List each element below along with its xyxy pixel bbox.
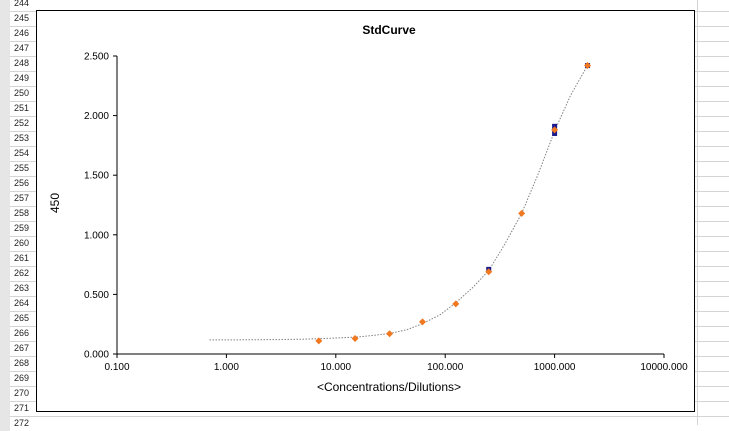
row-number: 256 (14, 178, 30, 188)
standard-point (584, 62, 592, 70)
row-header-bar[interactable] (0, 236, 10, 251)
row-header-bar[interactable] (0, 71, 10, 86)
chart-title: StdCurve (362, 23, 416, 37)
row-number: 245 (14, 13, 30, 23)
row-header-bar[interactable] (0, 86, 10, 101)
row-number: 251 (14, 103, 30, 113)
row-number: 249 (14, 73, 30, 83)
standard-point (351, 335, 359, 343)
row-number: 271 (14, 403, 30, 413)
row-header-bar[interactable] (0, 356, 10, 371)
x-tick-label: 1000.000 (534, 362, 576, 373)
row-header-bar[interactable] (0, 251, 10, 266)
x-tick-label: 1.000 (214, 362, 239, 373)
row-number: 265 (14, 313, 30, 323)
row-header-bar[interactable] (0, 206, 10, 221)
row-number: 259 (14, 223, 30, 233)
row-number: 250 (14, 88, 30, 98)
row-header-bar[interactable] (0, 0, 10, 11)
row-header-bar[interactable] (0, 11, 10, 26)
row-header-bar[interactable] (0, 41, 10, 56)
y-tick-label: 1.000 (84, 230, 109, 241)
row-header-bar[interactable] (0, 341, 10, 356)
row-number: 258 (14, 208, 30, 218)
row-header-bar[interactable] (0, 221, 10, 236)
x-tick-label: 10000.000 (640, 362, 688, 373)
row-number: 252 (14, 118, 30, 128)
row-header-bar[interactable] (0, 401, 10, 416)
row-header-bar[interactable] (0, 101, 10, 116)
row-header-bar[interactable] (0, 176, 10, 191)
row-header-bar[interactable] (0, 281, 10, 296)
chart-area[interactable]: StdCurve 450 <Concentrations/Dilutions> … (36, 10, 695, 412)
row-header-bar[interactable] (0, 131, 10, 146)
row-number: 266 (14, 328, 30, 338)
y-tick-label: 2.500 (84, 52, 109, 63)
standard-point (315, 337, 323, 345)
row-number: 264 (14, 298, 30, 308)
row-header-bar[interactable] (0, 311, 10, 326)
row-number: 246 (14, 28, 30, 38)
row-number: 254 (14, 148, 30, 158)
row-header-bar[interactable] (0, 56, 10, 71)
row-number: 263 (14, 283, 30, 293)
row-number: 268 (14, 358, 30, 368)
y-tick-label: 2.000 (84, 111, 109, 122)
axes: 0.000 0.500 1.000 1.500 2.000 2.500 0.100 1.000… (84, 52, 688, 374)
standard-point (485, 268, 493, 276)
row-header-bar[interactable] (0, 116, 10, 131)
x-tick-label: 0.100 (104, 362, 129, 373)
row-number: 257 (14, 193, 30, 203)
y-tick-label: 0.000 (84, 350, 109, 361)
replicate-point (552, 130, 558, 136)
row-number: 269 (14, 373, 30, 383)
row-number: 260 (14, 238, 30, 248)
row-header-bar[interactable] (0, 26, 10, 41)
standard-point (452, 300, 460, 308)
row-header-bar[interactable] (0, 416, 10, 431)
y-tick-label: 0.500 (84, 290, 109, 301)
data-points (315, 62, 592, 345)
row-header-bar[interactable] (0, 386, 10, 401)
row-number: 270 (14, 388, 30, 398)
row-header-bar[interactable] (0, 191, 10, 206)
row-header-bar[interactable] (0, 326, 10, 341)
x-tick-label: 100.000 (427, 362, 464, 373)
row-header-bar[interactable] (0, 146, 10, 161)
standard-point (518, 209, 526, 217)
fit-curve (209, 65, 588, 341)
y-tick-label: 1.500 (84, 171, 109, 182)
replicate-point (552, 123, 558, 129)
row-header-bar[interactable] (0, 266, 10, 281)
row-number: 247 (14, 43, 30, 53)
x-axis-label: <Concentrations/Dilutions> (317, 380, 461, 394)
std-curve-chart: StdCurve 450 <Concentrations/Dilutions> … (48, 23, 688, 394)
fit-curve-line (209, 65, 588, 341)
row-number: 262 (14, 268, 30, 278)
row-header-bar[interactable] (0, 371, 10, 386)
row-header-bar[interactable] (0, 296, 10, 311)
standard-point (418, 318, 426, 326)
row-number: 244 (14, 0, 30, 8)
row-number: 255 (14, 163, 30, 173)
row-number: 267 (14, 343, 30, 353)
y-axis-label: 450 (48, 193, 62, 213)
row-number: 272 (14, 418, 30, 428)
row-number: 248 (14, 58, 30, 68)
row-number: 253 (14, 133, 30, 143)
row-number: 261 (14, 253, 30, 263)
row-header-bar[interactable] (0, 161, 10, 176)
standard-point (386, 330, 394, 338)
x-tick-label: 10.000 (321, 362, 352, 373)
